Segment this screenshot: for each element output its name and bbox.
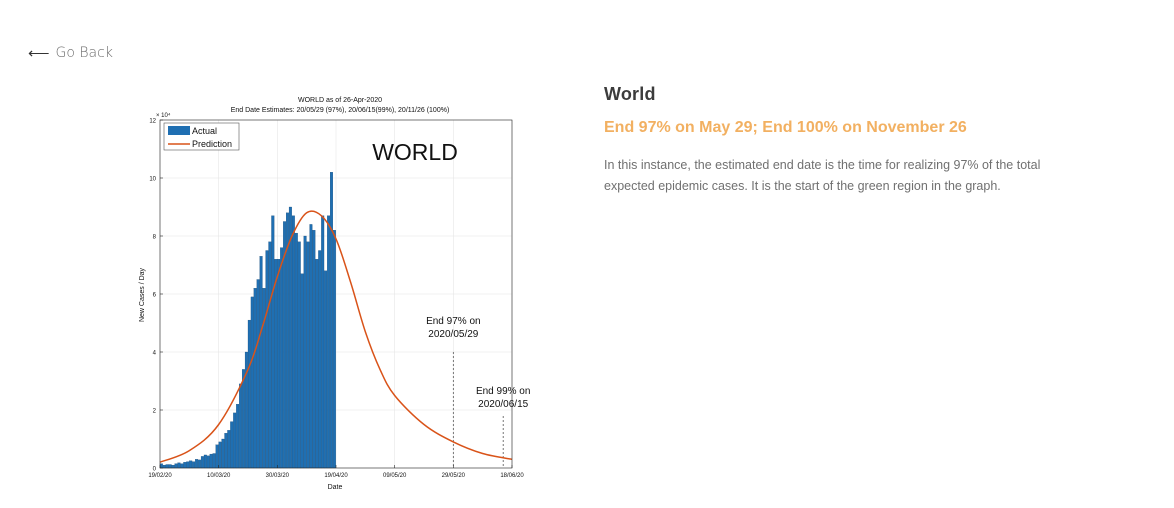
actual-bar — [280, 247, 284, 469]
end-date-label-line2: 2020/05/29 — [428, 329, 478, 340]
region-title: World — [604, 84, 656, 104]
actual-bar — [303, 235, 307, 469]
actual-bar — [312, 230, 316, 469]
actual-bar — [259, 256, 263, 469]
epidemic-chart: End 97% on 2020/05/29 End 99% on 2020/06/15… — [130, 90, 530, 500]
actual-bar — [189, 460, 193, 469]
legend-swatch-actual — [168, 126, 190, 135]
actual-bar — [227, 430, 231, 469]
actual-bar — [242, 369, 245, 469]
actual-bar — [218, 441, 222, 469]
actual-bar — [236, 404, 240, 469]
actual-bar — [186, 461, 190, 469]
y-tick-label: 12 — [149, 119, 156, 125]
actual-bar — [162, 464, 166, 469]
actual-bar — [321, 215, 325, 469]
actual-bar — [174, 463, 178, 469]
x-tick-label: 10/03/20 — [207, 473, 231, 479]
actual-bar — [168, 464, 172, 469]
legend-actual-label: Actual — [192, 126, 217, 136]
actual-bar — [294, 232, 298, 469]
y-tick-label: 10 — [149, 177, 156, 183]
actual-bar — [256, 279, 260, 469]
actual-bar — [265, 250, 269, 469]
actual-bar — [192, 461, 196, 469]
actual-bar — [300, 273, 304, 469]
actual-bar — [171, 464, 175, 469]
y-exponent-label: × 10⁴ — [156, 112, 171, 119]
y-tick-label: 2 — [153, 409, 157, 415]
actual-bar — [159, 463, 163, 469]
chart-title: WORLD as of 26-Apr-2020 — [298, 97, 382, 104]
actual-bar — [198, 459, 201, 469]
actual-bar — [230, 421, 234, 469]
x-axis-label: Date — [328, 484, 343, 491]
actual-bar — [206, 455, 210, 469]
actual-bar — [327, 215, 331, 469]
end-date-label-line2: 2020/06/15 — [478, 399, 528, 410]
go-back-link[interactable]: ⟵ Go Back — [28, 44, 113, 62]
x-tick-label: 19/02/20 — [148, 473, 172, 479]
y-tick-label: 4 — [153, 351, 157, 357]
actual-bar — [330, 172, 333, 469]
actual-bar — [332, 230, 336, 469]
chart-big-label: WORLD — [372, 139, 458, 165]
actual-bar — [203, 454, 207, 469]
actual-bar — [180, 463, 184, 469]
end-date-label-line1: End 99% on — [476, 386, 530, 397]
actual-bar — [195, 459, 199, 469]
actual-bar — [297, 241, 301, 469]
chart-legend: Actual Prediction — [163, 122, 240, 151]
y-tick-label: 6 — [153, 293, 157, 299]
actual-bar — [274, 259, 278, 469]
actual-bar — [209, 453, 213, 469]
actual-bar — [221, 438, 225, 469]
actual-bar — [215, 444, 219, 469]
actual-bar — [247, 319, 251, 469]
actual-bar — [177, 462, 181, 469]
actual-bar — [200, 456, 204, 469]
arrow-left-icon: ⟵ — [28, 44, 50, 62]
end-date-label-line1: End 97% on — [426, 316, 481, 327]
prediction-line — [159, 210, 513, 463]
x-tick-label: 19/04/20 — [324, 473, 348, 479]
actual-bar — [268, 241, 272, 469]
y-tick-label: 8 — [153, 235, 157, 241]
y-axis-label: New Cases / Day — [139, 267, 146, 322]
actual-bar — [291, 215, 295, 469]
region-info-panel: World End 97% on May 29; End 100% on Nov… — [604, 84, 1084, 197]
actual-bar — [253, 288, 257, 469]
x-tick-label: 29/05/20 — [442, 473, 466, 479]
actual-bar — [165, 464, 169, 469]
go-back-label: Go Back — [55, 45, 113, 61]
actual-bar — [224, 433, 228, 469]
chart-svg: End 97% on 2020/05/29 End 99% on 2020/06/15… — [130, 90, 530, 500]
actual-bar — [239, 383, 243, 469]
actual-bar — [183, 462, 187, 469]
actual-bar — [271, 215, 275, 469]
actual-bar — [306, 241, 310, 469]
x-tick-label: 09/05/20 — [383, 473, 407, 479]
actual-bar — [288, 206, 292, 469]
x-tick-label: 18/06/20 — [500, 473, 524, 479]
actual-bar — [262, 288, 266, 469]
chart-subtitle: End Date Estimates: 20/05/29 (97%), 20/0… — [231, 107, 450, 114]
actual-bar — [250, 296, 254, 469]
end-estimate-subtitle: End 97% on May 29; End 100% on November … — [604, 119, 967, 136]
x-tick-label: 30/03/20 — [266, 473, 290, 479]
estimate-description: In this instance, the estimated end date… — [604, 158, 1041, 193]
actual-bar — [315, 259, 319, 469]
actual-bar — [277, 259, 281, 469]
actual-bar — [309, 224, 313, 469]
actual-bar — [233, 412, 237, 469]
legend-prediction-label: Prediction — [192, 139, 232, 149]
actual-bar — [212, 453, 216, 469]
y-tick-label: 0 — [153, 467, 157, 473]
actual-bar — [318, 250, 322, 469]
actual-bar — [324, 270, 328, 469]
